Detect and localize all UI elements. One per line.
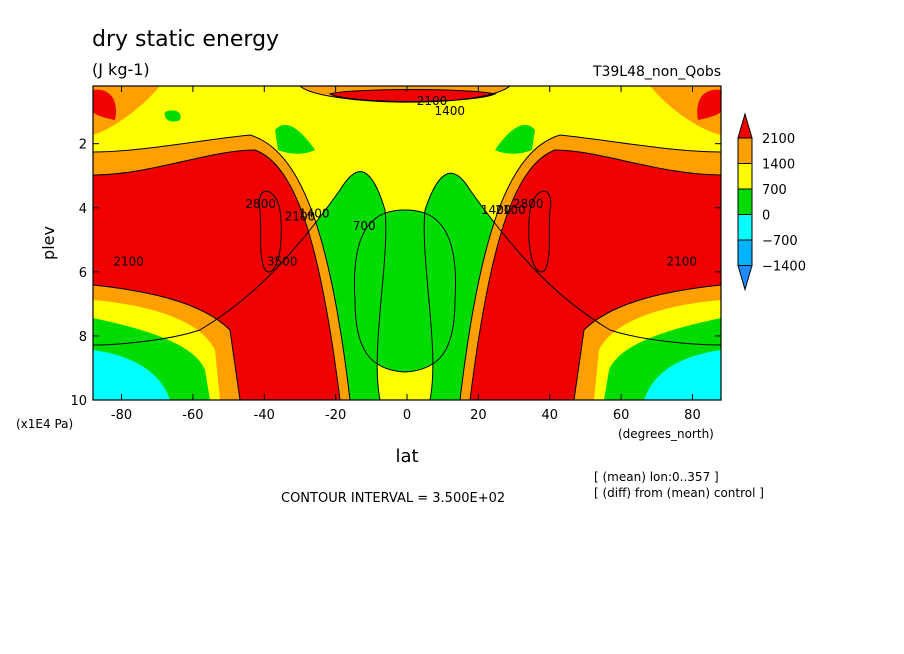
x-tick-label: -80 <box>111 408 132 423</box>
chart-title: dry static energy <box>92 27 279 52</box>
colorbar-min-triangle <box>737 265 753 292</box>
colorbar-max-triangle <box>737 112 753 139</box>
x-tick-label: 80 <box>684 408 701 423</box>
x-axis-ticks: -80 -60 -40 -20 0 20 40 60 80 <box>111 86 701 423</box>
y-tick-label: 2 <box>79 138 87 153</box>
note-mean: [ (mean) lon:0..357 ] <box>594 470 719 484</box>
contour-label: 2800 <box>245 197 276 211</box>
colorbar-label: 1400 <box>762 158 795 173</box>
contour-label: 2100 <box>666 254 697 268</box>
colorbar-box <box>737 188 753 215</box>
x-tick-label: -20 <box>325 408 346 423</box>
contour-label: 1400 <box>481 203 512 217</box>
contour-label: 2800 <box>513 197 544 211</box>
contour-lines <box>93 86 721 400</box>
x-axis-label: lat <box>395 446 418 467</box>
y-tick-label: 10 <box>70 394 87 409</box>
y-axis-ticks: 2 4 6 8 10 <box>70 138 721 409</box>
colorbar-label: 2100 <box>762 132 795 147</box>
colorbar-label: −1400 <box>762 260 806 275</box>
x-axis-units: (degrees_north) <box>618 427 714 441</box>
colorbar-label: −700 <box>762 234 798 249</box>
colorbar: 2100 1400 700 0 −700 −1400 <box>737 112 806 292</box>
colorbar-label: 0 <box>762 209 770 224</box>
y-tick-label: 4 <box>79 202 87 217</box>
x-tick-label: 0 <box>403 408 411 423</box>
contour-label: 1400 <box>299 206 330 220</box>
colorbar-label: 700 <box>762 183 787 198</box>
fill-red <box>93 89 721 400</box>
colorbar-box <box>737 214 753 241</box>
colorbar-box <box>737 137 753 164</box>
x-tick-label: 60 <box>613 408 630 423</box>
contour-label: 1400 <box>435 104 466 118</box>
contour-label: 700 <box>353 219 376 233</box>
y-tick-label: 6 <box>79 266 87 281</box>
contour-labels: 2100280035002100140070021001400140021002… <box>113 94 697 268</box>
contour-label: 3500 <box>267 254 298 268</box>
x-tick-label: 20 <box>470 408 487 423</box>
note-diff: [ (diff) from (mean) control ] <box>594 486 764 500</box>
x-tick-label: -40 <box>254 408 275 423</box>
plot-area <box>92 85 722 401</box>
x-tick-label: -60 <box>182 408 203 423</box>
chart-units: (J kg-1) <box>92 60 150 79</box>
fill-green-patches <box>164 110 535 154</box>
contour-interval: CONTOUR INTERVAL = 3.500E+02 <box>281 491 505 506</box>
x-tick-label: 40 <box>541 408 558 423</box>
contour-label: 2100 <box>495 203 526 217</box>
y-axis-label: plev <box>39 226 58 260</box>
colorbar-box <box>737 239 753 266</box>
y-axis-units: (x1E4 Pa) <box>16 417 73 431</box>
fill-green-core <box>354 210 456 372</box>
experiment-label: T39L48_non_Qobs <box>592 64 721 80</box>
contour-label: 2100 <box>417 94 448 108</box>
contour-label: 2100 <box>285 210 316 224</box>
colorbar-box <box>737 163 753 190</box>
fill-cyan <box>93 350 721 400</box>
contour-label: 2100 <box>113 254 144 268</box>
y-tick-label: 8 <box>79 330 87 345</box>
